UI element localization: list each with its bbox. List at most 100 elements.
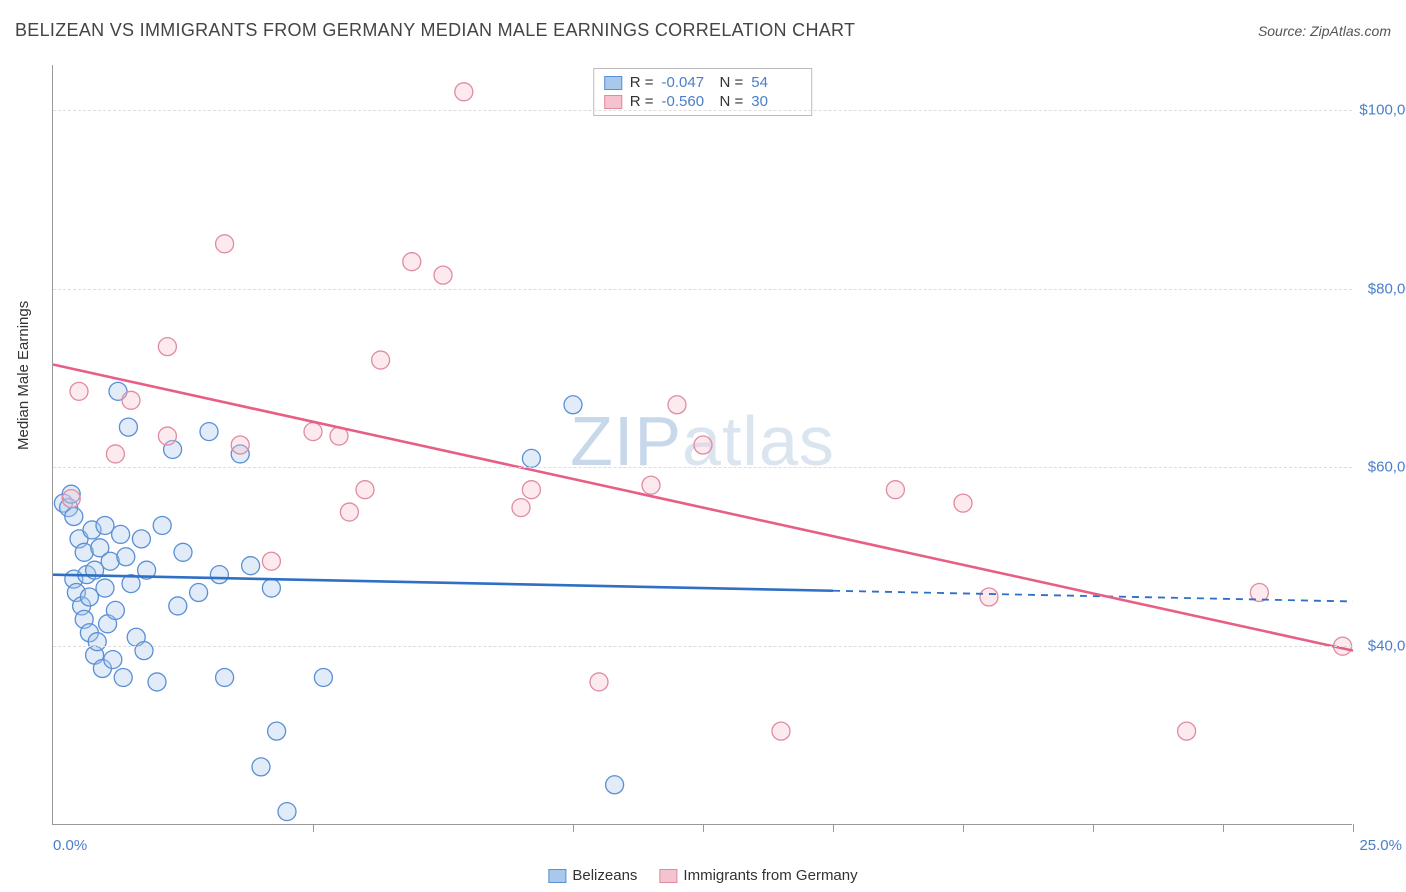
- r-label: R =: [630, 74, 654, 91]
- legend-item-germany: Immigrants from Germany: [659, 867, 857, 884]
- data-point: [148, 673, 166, 691]
- gridline-h: [53, 289, 1352, 290]
- data-point: [117, 548, 135, 566]
- legend-item-belizeans: Belizeans: [548, 867, 637, 884]
- data-point: [590, 673, 608, 691]
- data-point: [356, 481, 374, 499]
- legend-swatch-germany: [659, 869, 677, 883]
- source-attribution: Source: ZipAtlas.com: [1258, 23, 1391, 39]
- data-point: [772, 722, 790, 740]
- swatch-germany: [604, 95, 622, 109]
- trend-line-solid: [53, 575, 833, 591]
- data-point: [112, 525, 130, 543]
- data-point: [314, 668, 332, 686]
- data-point: [216, 668, 234, 686]
- data-point: [304, 423, 322, 441]
- n-value-germany: 30: [751, 93, 801, 110]
- data-point: [106, 445, 124, 463]
- x-tick: [313, 824, 314, 832]
- data-point: [216, 235, 234, 253]
- n-label: N =: [720, 93, 744, 110]
- data-point: [96, 516, 114, 534]
- data-point: [512, 499, 530, 517]
- gridline-h: [53, 110, 1352, 111]
- data-point: [434, 266, 452, 284]
- data-point: [268, 722, 286, 740]
- data-point: [70, 382, 88, 400]
- data-point: [403, 253, 421, 271]
- data-point: [694, 436, 712, 454]
- data-point: [153, 516, 171, 534]
- x-tick: [963, 824, 964, 832]
- chart-plot-area: ZIPatlas R = -0.047 N = 54 R = -0.560 N …: [52, 65, 1352, 825]
- data-point: [158, 338, 176, 356]
- data-point: [88, 633, 106, 651]
- legend-swatch-belizeans: [548, 869, 566, 883]
- data-point: [980, 588, 998, 606]
- y-tick-label: $60,000: [1357, 459, 1406, 476]
- r-value-germany: -0.560: [662, 93, 712, 110]
- x-tick: [833, 824, 834, 832]
- data-point: [886, 481, 904, 499]
- legend-label-belizeans: Belizeans: [572, 867, 637, 884]
- x-tick: [1223, 824, 1224, 832]
- stats-row-germany: R = -0.560 N = 30: [604, 92, 802, 111]
- x-tick: [1353, 824, 1354, 832]
- data-point: [564, 396, 582, 414]
- y-tick-label: $80,000: [1357, 280, 1406, 297]
- header-bar: BELIZEAN VS IMMIGRANTS FROM GERMANY MEDI…: [15, 20, 1391, 41]
- source-name: ZipAtlas.com: [1310, 23, 1391, 39]
- data-point: [262, 552, 280, 570]
- data-point: [522, 449, 540, 467]
- data-point: [169, 597, 187, 615]
- trend-line-solid: [53, 365, 1353, 651]
- x-tick-label-last: 25.0%: [1359, 837, 1402, 854]
- data-point: [231, 436, 249, 454]
- data-point: [122, 391, 140, 409]
- x-tick: [573, 824, 574, 832]
- y-tick-label: $100,000: [1357, 101, 1406, 118]
- data-point: [522, 481, 540, 499]
- r-value-belizeans: -0.047: [662, 74, 712, 91]
- gridline-h: [53, 467, 1352, 468]
- source-prefix: Source:: [1258, 23, 1310, 39]
- n-label: N =: [720, 74, 744, 91]
- chart-title: BELIZEAN VS IMMIGRANTS FROM GERMANY MEDI…: [15, 20, 855, 41]
- data-point: [340, 503, 358, 521]
- data-point: [132, 530, 150, 548]
- data-point: [242, 557, 260, 575]
- stats-row-belizeans: R = -0.047 N = 54: [604, 73, 802, 92]
- data-point: [200, 423, 218, 441]
- data-point: [278, 803, 296, 821]
- x-tick-label-first: 0.0%: [53, 837, 87, 854]
- r-label: R =: [630, 93, 654, 110]
- swatch-belizeans: [604, 76, 622, 90]
- data-point: [104, 651, 122, 669]
- x-tick: [1093, 824, 1094, 832]
- data-point: [372, 351, 390, 369]
- data-point: [1178, 722, 1196, 740]
- data-point: [954, 494, 972, 512]
- data-point: [106, 601, 124, 619]
- data-point: [135, 642, 153, 660]
- data-point: [80, 588, 98, 606]
- data-point: [119, 418, 137, 436]
- y-axis-label: Median Male Earnings: [15, 301, 32, 450]
- gridline-h: [53, 646, 1352, 647]
- data-point: [190, 584, 208, 602]
- data-point: [252, 758, 270, 776]
- data-point: [455, 83, 473, 101]
- legend-label-germany: Immigrants from Germany: [683, 867, 857, 884]
- scatter-plot-svg: [53, 65, 1353, 825]
- data-point: [65, 508, 83, 526]
- data-point: [262, 579, 280, 597]
- data-point: [210, 566, 228, 584]
- data-point: [174, 543, 192, 561]
- data-point: [62, 490, 80, 508]
- data-point: [114, 668, 132, 686]
- legend: Belizeans Immigrants from Germany: [548, 867, 857, 884]
- y-tick-label: $40,000: [1357, 638, 1406, 655]
- data-point: [642, 476, 660, 494]
- data-point: [668, 396, 686, 414]
- data-point: [96, 579, 114, 597]
